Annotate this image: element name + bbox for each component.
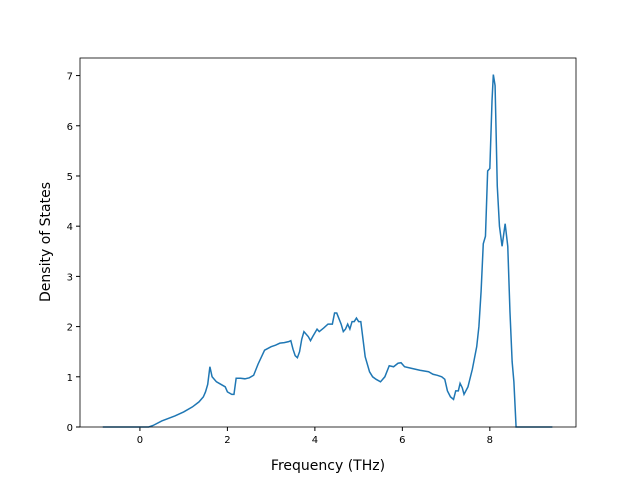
line [102, 74, 553, 428]
y-tick-label: 6 [67, 122, 73, 133]
y-tick-label: 2 [67, 323, 73, 334]
y-tick-label: 1 [67, 373, 73, 384]
plot-frame [79, 57, 577, 428]
y-tick-label: 7 [67, 72, 73, 83]
x-tick-label: 2 [224, 435, 230, 446]
y-tick-label: 3 [67, 272, 73, 283]
x-tick-label: 6 [399, 435, 405, 446]
x-axis-label: Frequency (THz) [271, 458, 385, 474]
y-tick-label: 4 [67, 222, 73, 233]
y-tick-label: 5 [67, 172, 73, 183]
y-tick-label: 0 [67, 423, 73, 434]
x-tick-label: 0 [137, 435, 143, 446]
x-tick-label: 8 [487, 435, 493, 446]
y-axis-label: Density of States [38, 182, 54, 302]
x-tick-label: 4 [312, 435, 318, 446]
